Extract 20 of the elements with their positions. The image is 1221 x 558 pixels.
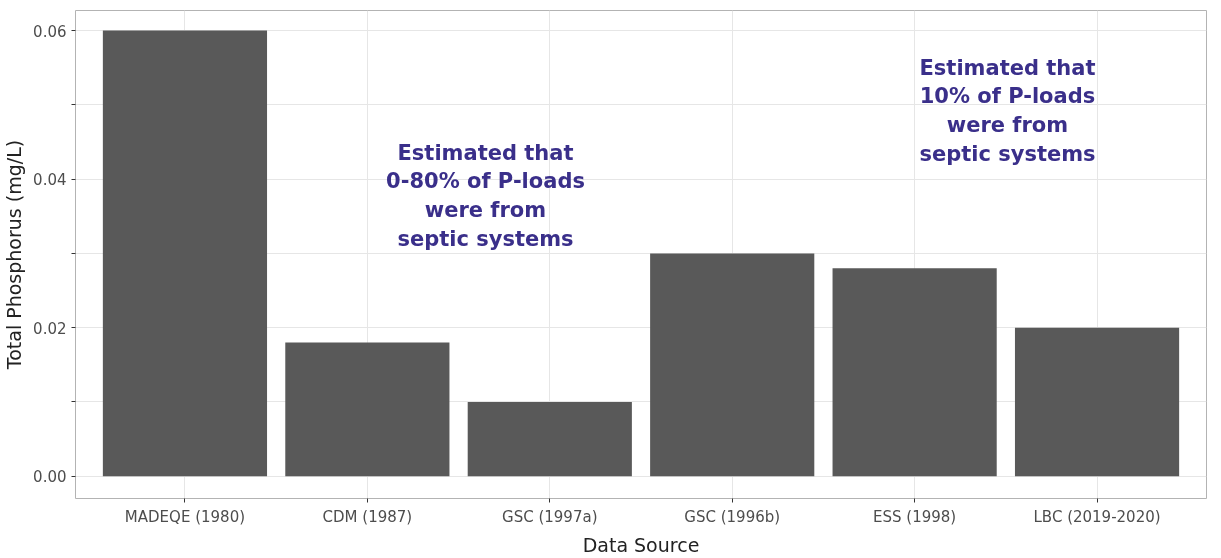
x-tick-label: ESS (1998) (873, 507, 957, 526)
bar (832, 268, 997, 477)
x-tick-label: CDM (1987) (322, 507, 413, 526)
y-tick-label: 0.02 (33, 319, 67, 338)
y-tick-label: 0.06 (33, 22, 67, 41)
bar (467, 401, 632, 477)
x-axis-title: Data Source (582, 533, 700, 556)
bar (1014, 327, 1180, 477)
x-tick-label: GSC (1996b) (684, 507, 781, 526)
y-tick-label: 0.04 (33, 171, 67, 190)
y-tick-label: 0.00 (33, 468, 67, 487)
bar (102, 30, 268, 477)
bar (650, 253, 815, 477)
bar (285, 342, 450, 477)
annotation: Estimated that 10% of P-loads were from septic systems (919, 55, 1096, 166)
x-tick-label: GSC (1997a) (502, 507, 598, 526)
x-tick-label: LBC (2019-2020) (1033, 507, 1161, 526)
y-axis-title: Total Phosphorus (mg/L) (3, 139, 26, 371)
x-tick-label: MADEQE (1980) (124, 507, 246, 526)
annotation: Estimated that 0-80% of P-loads were from septic systems (386, 140, 585, 251)
